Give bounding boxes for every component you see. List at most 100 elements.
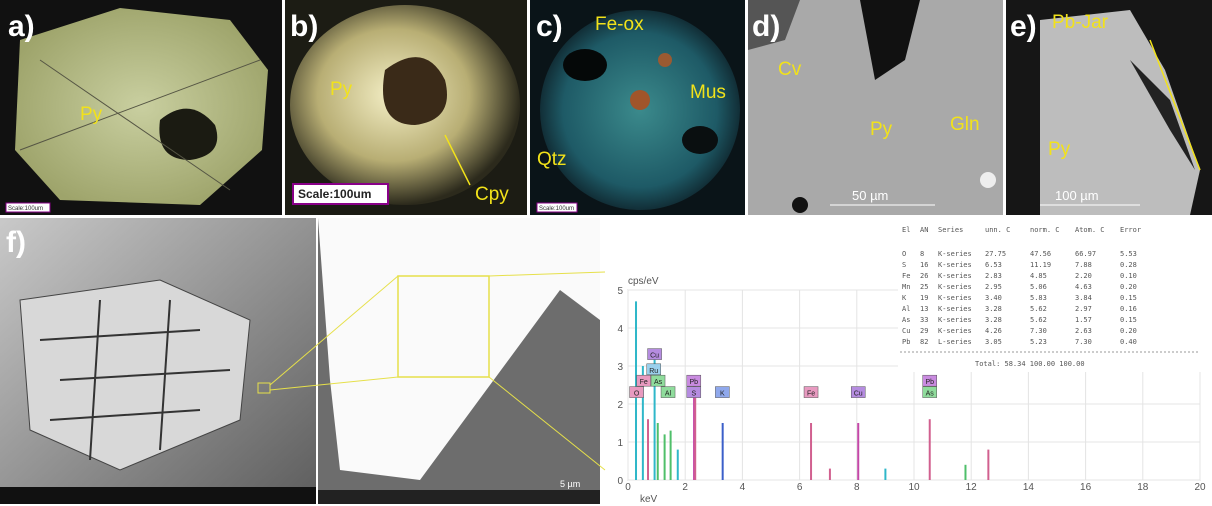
scale-label: 5 µm <box>560 479 580 489</box>
element-label: Cu <box>854 391 863 398</box>
annotation: Py <box>330 79 353 100</box>
annotation: Pb-Jar <box>1052 12 1109 33</box>
y-tick-label: 3 <box>617 362 623 373</box>
table-cell: 5.53 <box>1120 250 1137 258</box>
panel-d: d) Cv Py Gln 50 µm <box>748 0 1003 215</box>
table-header: Error <box>1120 226 1141 234</box>
annotation: Py <box>870 119 893 140</box>
table-cell: 2.97 <box>1075 305 1092 313</box>
x-tick-label: 10 <box>908 482 920 493</box>
table-cell: 2.95 <box>985 283 1002 291</box>
x-tick-label: 18 <box>1137 482 1149 493</box>
element-label: Fe <box>807 391 815 398</box>
table-header: AN <box>920 226 928 234</box>
x-tick-label: 4 <box>740 482 746 493</box>
table-cell: 7.30 <box>1030 327 1047 335</box>
figure: a) Py Scale:100um b) Py Cpy Scale:100um … <box>0 0 1212 506</box>
panel-zoom: 5 µm <box>270 218 605 504</box>
table-cell: Al <box>902 305 910 313</box>
element-label: O <box>634 391 640 398</box>
annotation: Py <box>1048 139 1071 160</box>
table-cell: Pb <box>902 338 910 346</box>
annotation: Gln <box>950 114 980 135</box>
table-cell: 5.23 <box>1030 338 1047 346</box>
scale-label: Scale:100um <box>539 206 574 212</box>
element-label: As <box>926 391 935 398</box>
table-header: norm. C <box>1030 226 1060 234</box>
table-cell: K-series <box>938 261 972 269</box>
y-tick-label: 0 <box>617 476 623 487</box>
table-cell: 11.19 <box>1030 261 1051 269</box>
table-cell: 0.20 <box>1120 327 1137 335</box>
table-cell: 2.83 <box>985 272 1002 280</box>
annotation: Qtz <box>537 149 567 170</box>
table-cell: K-series <box>938 327 972 335</box>
x-tick-label: 8 <box>854 482 860 493</box>
table-cell: K-series <box>938 305 972 313</box>
table-cell: Cu <box>902 327 910 335</box>
table-cell: 27.75 <box>985 250 1006 258</box>
table-cell: 66.97 <box>1075 250 1096 258</box>
table-cell: 2.20 <box>1075 272 1092 280</box>
x-tick-label: 16 <box>1080 482 1092 493</box>
annotation: Mus <box>690 82 726 103</box>
scale-label: 100 µm <box>1055 188 1099 203</box>
panel-label: d) <box>752 10 780 43</box>
table-cell: 5.62 <box>1030 316 1047 324</box>
annotation: Cpy <box>475 184 509 205</box>
table-cell: Mn <box>902 283 910 291</box>
annotation: Py <box>80 104 103 125</box>
table-cell: O <box>902 250 906 258</box>
element-label: Pb <box>925 379 934 386</box>
table-cell: 3.05 <box>985 338 1002 346</box>
table-cell: 26 <box>920 272 928 280</box>
annotation: Fe-ox <box>595 14 644 35</box>
panel-b: b) Py Cpy Scale:100um <box>285 0 527 215</box>
panel-label: f) <box>6 226 26 259</box>
y-tick-label: 2 <box>617 400 623 411</box>
table-cell: As <box>902 316 910 324</box>
table-cell: 19 <box>920 294 928 302</box>
table-cell: 4.26 <box>985 327 1002 335</box>
table-cell: K-series <box>938 250 972 258</box>
table-header: unn. C <box>985 226 1010 234</box>
table-cell: Fe <box>902 272 910 280</box>
table-cell: 47.56 <box>1030 250 1051 258</box>
table-cell: 25 <box>920 283 928 291</box>
table-cell: 5.62 <box>1030 305 1047 313</box>
panel-label: b) <box>290 10 318 43</box>
element-label: As <box>654 379 663 386</box>
table-cell: 0.20 <box>1120 283 1137 291</box>
x-tick-label: 20 <box>1194 482 1206 493</box>
element-label: Fe <box>640 379 648 386</box>
y-tick-label: 1 <box>617 438 623 449</box>
table-cell: S <box>902 261 906 269</box>
panel-a: a) Py Scale:100um <box>0 0 282 215</box>
table-header: Atom. C <box>1075 226 1105 234</box>
x-tick-label: 6 <box>797 482 803 493</box>
y-tick-label: 4 <box>617 324 623 335</box>
scale-label: 50 µm <box>852 188 888 203</box>
x-tick-label: 2 <box>682 482 688 493</box>
panel-e: e) Pb-Jar Py 100 µm <box>1006 0 1212 215</box>
panel-label: c) <box>536 10 563 43</box>
scale-label: Scale:100um <box>8 206 43 212</box>
y-tick-label: 5 <box>617 286 623 297</box>
table-cell: 0.28 <box>1120 261 1137 269</box>
table-cell: 3.84 <box>1075 294 1092 302</box>
table-cell: 0.10 <box>1120 272 1137 280</box>
table-cell: 6.53 <box>985 261 1002 269</box>
table-cell: K-series <box>938 294 972 302</box>
table-cell: 5.06 <box>1030 283 1047 291</box>
table-cell: 13 <box>920 305 928 313</box>
table-cell: 29 <box>920 327 928 335</box>
table-total: Total: 58.34 100.00 100.00 <box>975 360 1085 368</box>
table-cell: 2.63 <box>1075 327 1092 335</box>
table-cell: 4.85 <box>1030 272 1047 280</box>
table-cell: 3.28 <box>985 305 1002 313</box>
table-cell: K-series <box>938 316 972 324</box>
element-label: S <box>691 391 696 398</box>
table-cell: 16 <box>920 261 928 269</box>
annotation: Cv <box>778 59 802 80</box>
